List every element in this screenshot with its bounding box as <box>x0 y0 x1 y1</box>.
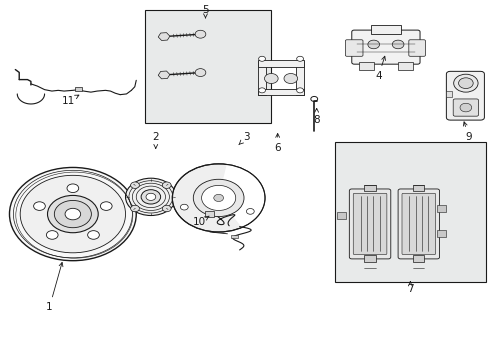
Bar <box>370 25 400 34</box>
Circle shape <box>264 73 278 84</box>
Bar <box>412 185 424 192</box>
Text: 8: 8 <box>313 108 319 125</box>
Circle shape <box>34 202 45 210</box>
Circle shape <box>391 40 403 49</box>
Text: 7: 7 <box>406 282 413 294</box>
FancyBboxPatch shape <box>345 40 362 56</box>
FancyBboxPatch shape <box>408 40 425 56</box>
Bar <box>436 230 445 237</box>
Text: 11: 11 <box>61 95 79 106</box>
Circle shape <box>296 88 303 93</box>
Circle shape <box>130 205 139 212</box>
Circle shape <box>258 56 265 61</box>
Circle shape <box>172 164 264 232</box>
FancyBboxPatch shape <box>452 99 478 116</box>
Bar <box>231 234 238 238</box>
Text: 3: 3 <box>238 132 250 145</box>
Bar <box>257 60 266 95</box>
Circle shape <box>458 78 472 89</box>
Bar <box>204 211 214 217</box>
Circle shape <box>284 73 297 84</box>
Circle shape <box>201 185 235 211</box>
Polygon shape <box>158 33 169 40</box>
Text: 2: 2 <box>152 132 159 148</box>
Wedge shape <box>218 165 264 227</box>
Circle shape <box>193 179 244 217</box>
Circle shape <box>162 182 171 188</box>
Circle shape <box>459 103 471 112</box>
Circle shape <box>67 184 79 193</box>
Bar <box>75 87 82 91</box>
Text: 4: 4 <box>374 56 385 81</box>
FancyBboxPatch shape <box>348 189 390 259</box>
Bar <box>358 62 373 69</box>
Polygon shape <box>158 71 169 79</box>
Circle shape <box>296 56 303 61</box>
Circle shape <box>213 194 223 202</box>
Circle shape <box>125 178 176 216</box>
Bar <box>436 205 445 212</box>
Bar <box>363 185 375 192</box>
FancyBboxPatch shape <box>446 71 484 120</box>
Text: 5: 5 <box>202 5 208 18</box>
Circle shape <box>47 195 98 233</box>
Bar <box>334 142 485 282</box>
Bar <box>363 255 375 262</box>
Bar <box>257 89 304 95</box>
Circle shape <box>20 175 125 253</box>
Circle shape <box>146 193 156 201</box>
Circle shape <box>46 231 58 239</box>
Bar <box>144 10 271 123</box>
Circle shape <box>453 74 477 92</box>
Circle shape <box>87 231 99 239</box>
Text: 10: 10 <box>193 216 208 227</box>
Circle shape <box>9 167 136 261</box>
Circle shape <box>258 88 265 93</box>
Circle shape <box>130 182 139 188</box>
FancyBboxPatch shape <box>352 193 386 255</box>
Text: 1: 1 <box>46 262 63 312</box>
Bar <box>446 91 451 97</box>
Bar <box>336 212 345 220</box>
FancyBboxPatch shape <box>401 193 435 255</box>
Bar <box>295 60 304 95</box>
FancyBboxPatch shape <box>397 189 439 259</box>
Circle shape <box>100 202 112 210</box>
FancyBboxPatch shape <box>351 30 419 64</box>
Circle shape <box>195 69 205 77</box>
Circle shape <box>195 30 205 38</box>
Text: 6: 6 <box>274 134 281 153</box>
Bar <box>397 62 412 69</box>
Circle shape <box>180 204 188 210</box>
Circle shape <box>162 205 171 212</box>
Circle shape <box>141 190 160 204</box>
Text: 9: 9 <box>463 122 471 142</box>
Circle shape <box>65 208 81 220</box>
Circle shape <box>367 40 379 49</box>
Bar <box>257 60 304 67</box>
Circle shape <box>246 208 254 214</box>
Bar <box>412 255 424 262</box>
Circle shape <box>54 201 91 228</box>
